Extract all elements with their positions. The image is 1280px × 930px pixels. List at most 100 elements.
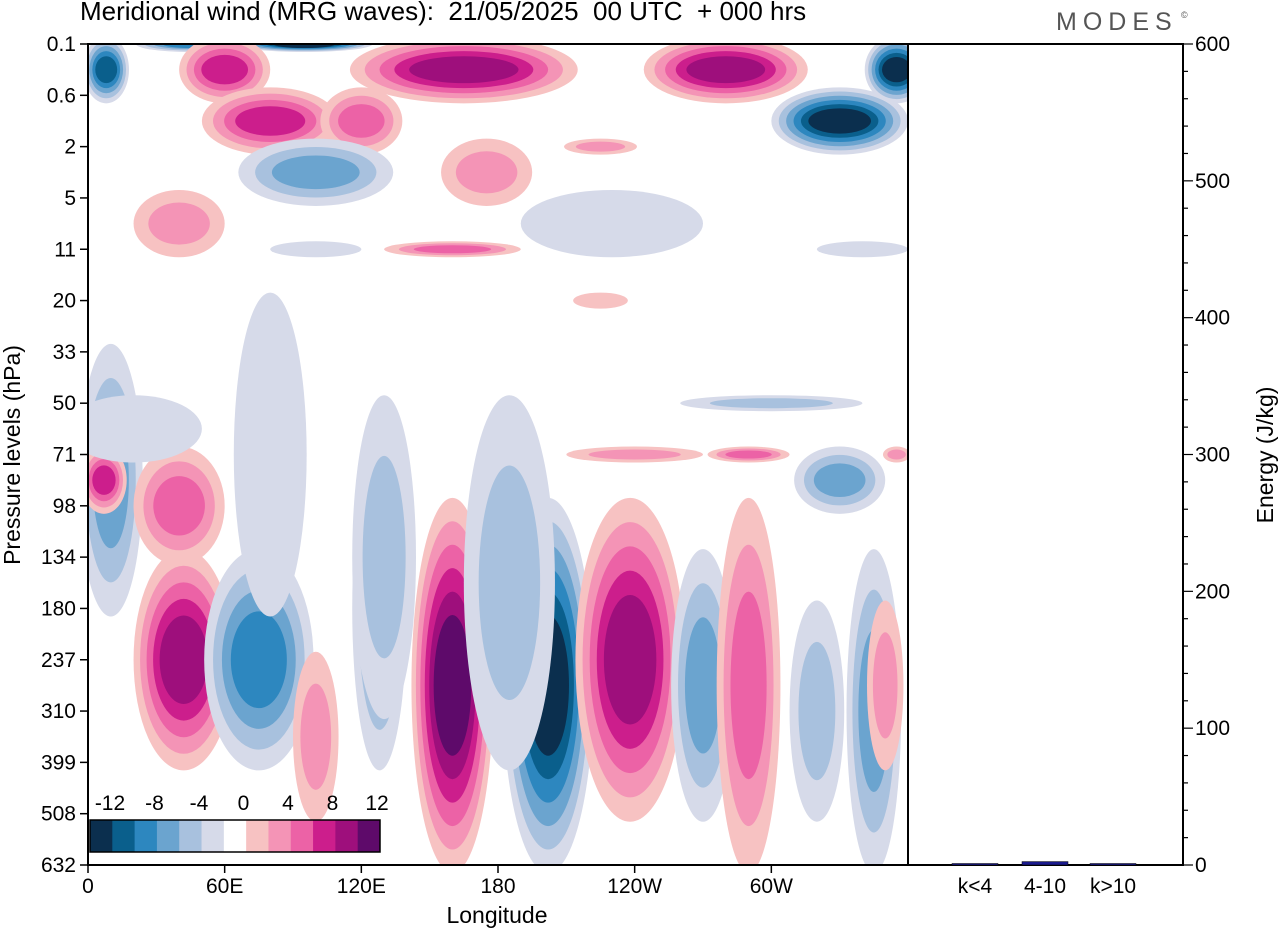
colorbar-swatch: [313, 820, 336, 852]
y-tick-label: 20: [53, 290, 76, 313]
x-tick-label: 60W: [750, 875, 793, 898]
colorbar-swatch: [134, 820, 158, 852]
colorbar-label: 12: [365, 792, 388, 815]
x-axis-title: Longitude: [446, 902, 547, 928]
chart-title: Meridional wind (MRG waves): 21/05/2025 …: [80, 0, 807, 26]
energy-category-label: k<4: [958, 875, 993, 898]
energy-tick-label: 100: [1195, 717, 1230, 740]
contour-band: [153, 476, 205, 536]
colorbar-swatch: [201, 820, 225, 852]
energy-tick-label: 200: [1195, 580, 1230, 603]
colorbar-label: -12: [95, 792, 125, 815]
colorbar-swatch: [335, 820, 359, 852]
colorbar-label: -4: [190, 792, 209, 815]
contour-band: [730, 591, 767, 780]
colorbar: -12 -8 -4 0 4 8 12: [89, 792, 389, 853]
contour-band: [230, 611, 287, 709]
contour-upper: [455, 151, 518, 194]
contour-patch: [887, 449, 906, 460]
x-tick-label: 180: [480, 875, 515, 898]
energy-tick-label: 300: [1195, 444, 1230, 467]
contour-band: [362, 455, 406, 659]
brand-logo: MODES: [1056, 8, 1178, 36]
y-axis-title: Pressure levels (hPa): [0, 345, 25, 565]
contour-band: [233, 292, 307, 617]
contour-patch: [725, 450, 772, 459]
y-tick-label: 0.6: [47, 84, 76, 107]
colorbar-swatch: [223, 820, 247, 852]
x-tick-label: 0: [82, 875, 94, 898]
x-tick-label: 60E: [206, 875, 243, 898]
y-tick-label: 134: [41, 546, 76, 569]
x-tick-label: 120W: [607, 875, 662, 898]
colorbar-swatch: [246, 820, 269, 852]
y-tick-label: 632: [41, 854, 76, 877]
energy-axis-title: Energy (J/kg): [1252, 387, 1278, 524]
energy-tick-label: 400: [1195, 307, 1230, 330]
contour-upper: [816, 241, 908, 258]
y-tick-label: 0.1: [47, 33, 76, 56]
copyright-mark: ©: [1181, 10, 1188, 20]
x-tick-label: 120E: [337, 875, 386, 898]
y-tick-label: 399: [41, 751, 76, 774]
colorbar-label: 8: [327, 792, 339, 815]
colorbar-swatch: [290, 820, 314, 852]
y-tick-label: 5: [64, 187, 76, 210]
contour-upper: [808, 108, 871, 134]
y-tick-label: 50: [53, 392, 76, 415]
contour-patch: [709, 398, 833, 409]
energy-panel-frame: [907, 43, 1184, 866]
contour-upper: [201, 54, 249, 85]
colorbar-label: 4: [282, 792, 294, 815]
colorbar-swatch: [156, 820, 180, 852]
energy-tick-label: 0: [1195, 854, 1207, 877]
contour-upper: [95, 56, 118, 84]
contour-field: [88, 44, 908, 865]
y-tick-label: 2: [64, 136, 76, 159]
contour-upper: [686, 56, 766, 84]
contour-band: [603, 594, 657, 725]
contour-upper: [573, 292, 628, 309]
contour-band: [684, 617, 722, 754]
colorbar-label: 0: [238, 792, 250, 815]
contour-patch: [88, 395, 202, 463]
colorbar-swatch: [268, 820, 292, 852]
colorbar-frame: [89, 819, 381, 853]
y-tick-label: 11: [54, 238, 76, 261]
contour-upper: [881, 57, 908, 83]
y-tick-label: 98: [53, 495, 76, 518]
energy-bar: [1021, 861, 1069, 866]
energy-category-label: k>10: [1090, 875, 1136, 898]
y-tick-label: 237: [41, 649, 76, 672]
energy-bar: [1089, 863, 1137, 866]
contour-upper: [148, 202, 210, 245]
energy-category-label: 4-10: [1024, 875, 1066, 898]
contour-upper: [575, 141, 626, 152]
y-tick-label: 71: [53, 444, 76, 467]
contour-patch: [588, 449, 681, 460]
contour-upper: [270, 241, 362, 258]
contour-upper: [271, 155, 360, 190]
energy-tick-label: 500: [1195, 170, 1230, 193]
contour-patch: [813, 463, 866, 497]
colorbar-swatch: [90, 820, 113, 852]
contour-band: [159, 615, 208, 704]
contour-band: [92, 465, 116, 495]
contour-upper: [235, 106, 306, 136]
contour-upper: [338, 104, 385, 138]
contour-band: [300, 683, 332, 790]
contour-band: [433, 615, 472, 756]
y-tick-label: 508: [41, 803, 76, 826]
energy-bar: [951, 863, 999, 866]
colorbar-swatch: [112, 820, 136, 852]
contour-upper: [520, 189, 704, 258]
contour-band: [872, 632, 898, 739]
contour-upper: [409, 56, 519, 84]
colorbar-swatch: [179, 820, 203, 852]
energy-tick-label: 600: [1195, 33, 1230, 56]
contour-band: [798, 641, 836, 781]
y-tick-label: 33: [53, 341, 76, 364]
y-tick-label: 180: [41, 597, 76, 620]
y-tick-label: 310: [41, 700, 76, 723]
